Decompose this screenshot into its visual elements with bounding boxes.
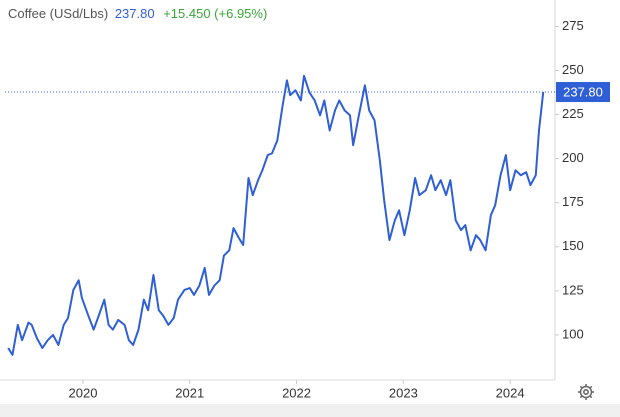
last-price-box	[556, 82, 610, 103]
instrument-name: Coffee (USd/Lbs)	[8, 6, 109, 21]
y-tick-label: 125	[562, 282, 584, 297]
y-tick-label: 275	[562, 18, 584, 33]
y-tick-label: 225	[562, 106, 584, 121]
x-tick-label: 2023	[389, 385, 418, 400]
y-tick-label: 150	[562, 238, 584, 253]
x-tick-label: 2022	[282, 385, 311, 400]
y-tick-label: 250	[562, 62, 584, 77]
x-tick-label: 2021	[175, 385, 204, 400]
price-change: +15.450 (+6.95%)	[163, 6, 268, 21]
x-tick-label: 2024	[496, 385, 525, 400]
x-tick-label: 2020	[69, 385, 98, 400]
price-line	[7, 74, 545, 356]
bottom-bar	[0, 404, 620, 417]
settings-icon[interactable]	[578, 384, 594, 400]
header: Coffee (USd/Lbs) 237.80 +15.450 (+6.95%)	[8, 6, 267, 21]
y-tick-label: 100	[562, 326, 584, 341]
price: 237.80	[114, 6, 155, 21]
last-price-label: 237.80	[563, 84, 603, 99]
y-tick-label: 175	[562, 194, 584, 209]
y-tick-label: 200	[562, 150, 584, 165]
